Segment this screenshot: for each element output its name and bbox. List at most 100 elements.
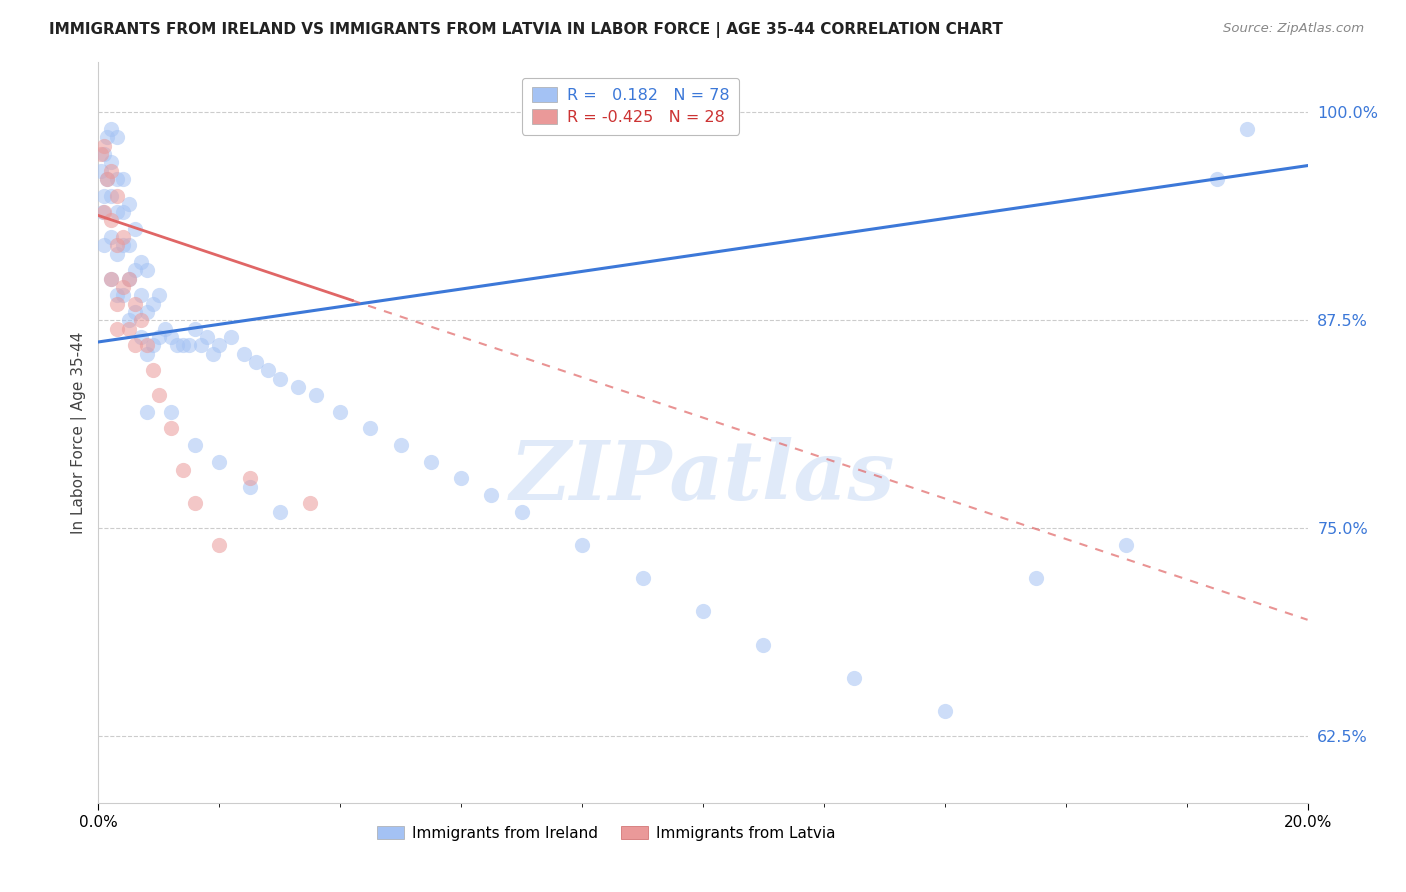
Immigrants from Latvia bbox=[142, 363, 165, 377]
Immigrants from Ireland bbox=[148, 330, 170, 344]
Immigrants from Latvia bbox=[118, 321, 141, 335]
Immigrants from Ireland bbox=[179, 338, 201, 352]
Immigrants from Latvia bbox=[111, 280, 134, 294]
Immigrants from Ireland bbox=[450, 471, 472, 485]
Immigrants from Ireland bbox=[1115, 538, 1137, 552]
Immigrants from Latvia bbox=[100, 163, 122, 178]
Immigrants from Latvia bbox=[135, 338, 157, 352]
Immigrants from Ireland bbox=[124, 222, 146, 236]
Immigrants from Ireland bbox=[91, 205, 114, 219]
Immigrants from Ireland bbox=[105, 205, 128, 219]
Immigrants from Latvia bbox=[93, 205, 115, 219]
Immigrants from Ireland bbox=[190, 338, 212, 352]
Immigrants from Ireland bbox=[692, 605, 714, 619]
Y-axis label: In Labor Force | Age 35-44: In Labor Force | Age 35-44 bbox=[72, 332, 87, 533]
Immigrants from Latvia bbox=[100, 213, 122, 227]
Immigrants from Ireland bbox=[96, 172, 118, 186]
Immigrants from Ireland bbox=[93, 147, 115, 161]
Immigrants from Ireland bbox=[105, 172, 128, 186]
Text: IMMIGRANTS FROM IRELAND VS IMMIGRANTS FROM LATVIA IN LABOR FORCE | AGE 35-44 COR: IMMIGRANTS FROM IRELAND VS IMMIGRANTS FR… bbox=[49, 22, 1002, 38]
Immigrants from Latvia bbox=[208, 538, 231, 552]
Immigrants from Ireland bbox=[100, 271, 122, 285]
Immigrants from Ireland bbox=[118, 238, 141, 252]
Immigrants from Latvia bbox=[90, 147, 112, 161]
Immigrants from Ireland bbox=[100, 230, 122, 244]
Immigrants from Ireland bbox=[160, 330, 183, 344]
Immigrants from Ireland bbox=[118, 271, 141, 285]
Text: ZIPatlas: ZIPatlas bbox=[510, 437, 896, 517]
Immigrants from Ireland bbox=[481, 488, 503, 502]
Immigrants from Latvia bbox=[105, 321, 128, 335]
Immigrants from Ireland bbox=[208, 338, 231, 352]
Immigrants from Ireland bbox=[1236, 122, 1258, 136]
Immigrants from Ireland bbox=[129, 255, 152, 269]
Immigrants from Ireland bbox=[221, 330, 243, 344]
Immigrants from Ireland bbox=[1206, 172, 1229, 186]
Immigrants from Ireland bbox=[142, 338, 165, 352]
Immigrants from Ireland bbox=[129, 330, 152, 344]
Immigrants from Ireland bbox=[389, 438, 412, 452]
Immigrants from Ireland bbox=[135, 305, 157, 319]
Immigrants from Ireland bbox=[105, 288, 128, 302]
Immigrants from Ireland bbox=[1024, 571, 1046, 585]
Immigrants from Ireland bbox=[239, 480, 262, 494]
Immigrants from Ireland bbox=[111, 172, 134, 186]
Immigrants from Ireland bbox=[148, 288, 170, 302]
Immigrants from Latvia bbox=[105, 296, 128, 310]
Immigrants from Ireland bbox=[269, 371, 291, 385]
Immigrants from Ireland bbox=[105, 130, 128, 145]
Immigrants from Ireland bbox=[360, 421, 382, 435]
Immigrants from Ireland bbox=[93, 188, 115, 202]
Immigrants from Ireland bbox=[329, 405, 352, 419]
Immigrants from Ireland bbox=[934, 704, 956, 718]
Immigrants from Latvia bbox=[118, 271, 141, 285]
Immigrants from Ireland bbox=[90, 163, 112, 178]
Immigrants from Ireland bbox=[184, 321, 207, 335]
Immigrants from Ireland bbox=[287, 380, 309, 394]
Immigrants from Latvia bbox=[184, 496, 207, 510]
Immigrants from Ireland bbox=[96, 130, 118, 145]
Immigrants from Latvia bbox=[93, 138, 115, 153]
Immigrants from Ireland bbox=[510, 505, 533, 519]
Immigrants from Ireland bbox=[305, 388, 328, 402]
Immigrants from Ireland bbox=[100, 122, 122, 136]
Immigrants from Ireland bbox=[105, 246, 128, 260]
Immigrants from Latvia bbox=[172, 463, 194, 477]
Immigrants from Latvia bbox=[160, 421, 183, 435]
Immigrants from Ireland bbox=[129, 288, 152, 302]
Immigrants from Ireland bbox=[208, 455, 231, 469]
Immigrants from Ireland bbox=[269, 505, 291, 519]
Immigrants from Ireland bbox=[844, 671, 866, 685]
Immigrants from Ireland bbox=[124, 263, 146, 277]
Immigrants from Latvia bbox=[111, 230, 134, 244]
Legend: Immigrants from Ireland, Immigrants from Latvia: Immigrants from Ireland, Immigrants from… bbox=[371, 820, 842, 847]
Immigrants from Ireland bbox=[160, 405, 183, 419]
Immigrants from Latvia bbox=[124, 338, 146, 352]
Immigrants from Ireland bbox=[135, 263, 157, 277]
Immigrants from Latvia bbox=[299, 496, 322, 510]
Immigrants from Latvia bbox=[124, 296, 146, 310]
Immigrants from Ireland bbox=[135, 405, 157, 419]
Immigrants from Ireland bbox=[111, 205, 134, 219]
Immigrants from Ireland bbox=[118, 313, 141, 327]
Immigrants from Ireland bbox=[256, 363, 278, 377]
Immigrants from Ireland bbox=[124, 305, 146, 319]
Immigrants from Ireland bbox=[100, 188, 122, 202]
Immigrants from Latvia bbox=[105, 188, 128, 202]
Immigrants from Latvia bbox=[96, 172, 118, 186]
Immigrants from Ireland bbox=[118, 197, 141, 211]
Immigrants from Ireland bbox=[111, 238, 134, 252]
Immigrants from Ireland bbox=[142, 296, 165, 310]
Immigrants from Ireland bbox=[166, 338, 188, 352]
Immigrants from Ireland bbox=[631, 571, 654, 585]
Immigrants from Latvia bbox=[148, 388, 170, 402]
Immigrants from Ireland bbox=[100, 155, 122, 169]
Immigrants from Ireland bbox=[135, 346, 157, 360]
Immigrants from Ireland bbox=[202, 346, 225, 360]
Immigrants from Ireland bbox=[153, 321, 176, 335]
Immigrants from Ireland bbox=[752, 638, 775, 652]
Immigrants from Ireland bbox=[571, 538, 593, 552]
Immigrants from Ireland bbox=[195, 330, 218, 344]
Immigrants from Latvia bbox=[129, 313, 152, 327]
Immigrants from Ireland bbox=[245, 355, 267, 369]
